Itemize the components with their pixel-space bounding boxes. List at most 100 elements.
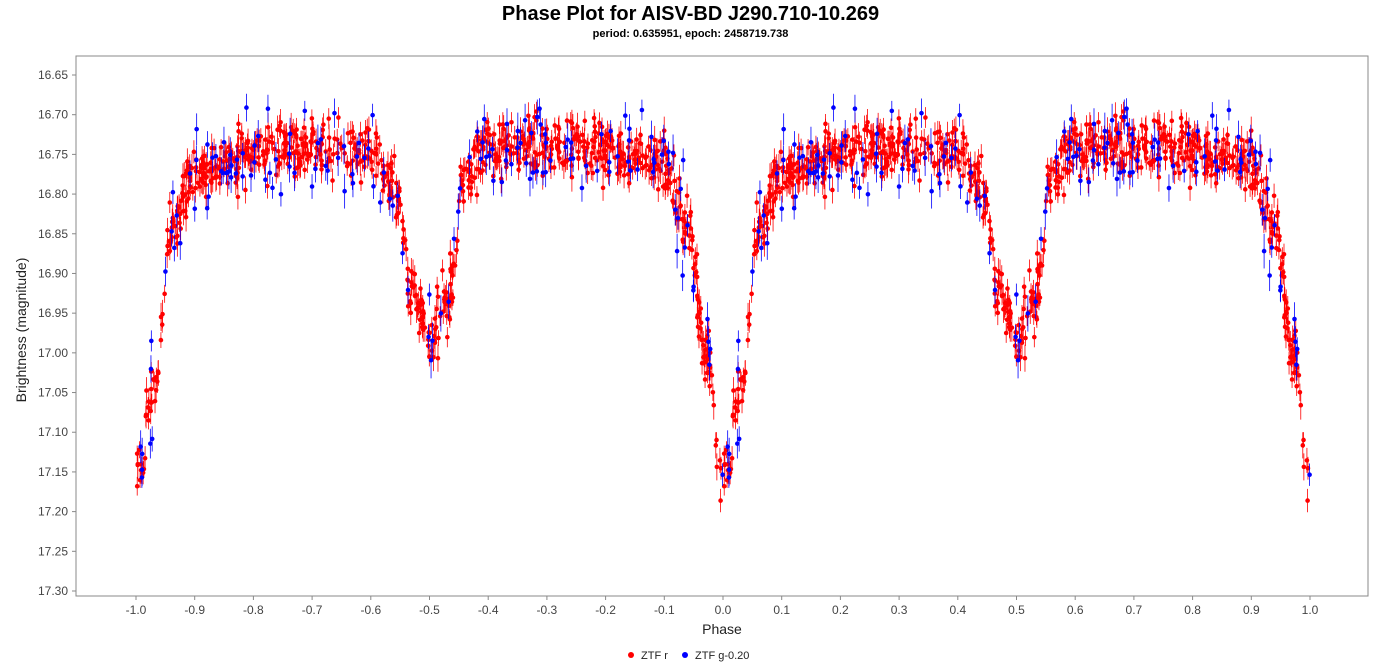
data-point — [148, 366, 154, 372]
data-point — [1167, 132, 1172, 138]
data-point — [1169, 118, 1175, 124]
data-point — [791, 161, 797, 167]
data-point — [1060, 146, 1066, 152]
data-point — [1021, 284, 1027, 290]
data-point — [1186, 156, 1192, 161]
x-tick-label: 0.6 — [1067, 603, 1084, 617]
data-point — [265, 106, 271, 112]
data-point — [833, 153, 839, 159]
data-point — [915, 158, 921, 164]
data-point — [194, 126, 199, 132]
data-point — [552, 123, 558, 128]
y-tick-label: 16.90 — [38, 266, 68, 280]
data-point — [1148, 162, 1154, 168]
data-point — [682, 245, 688, 250]
data-point — [134, 483, 140, 489]
x-axis-title: Phase — [702, 621, 742, 637]
data-point — [1272, 222, 1277, 228]
data-point — [862, 164, 868, 169]
data-point — [1203, 142, 1209, 147]
data-point — [945, 180, 951, 185]
data-point — [270, 185, 275, 191]
data-point — [393, 215, 399, 220]
data-point — [652, 137, 657, 143]
data-point — [509, 161, 514, 167]
data-point — [1027, 268, 1032, 273]
data-point — [677, 204, 683, 209]
data-point — [262, 158, 268, 163]
data-point — [473, 146, 479, 152]
data-point — [420, 321, 425, 326]
data-point — [243, 148, 248, 153]
data-point — [535, 114, 540, 120]
data-point — [1225, 160, 1230, 166]
data-point — [647, 165, 653, 170]
data-point — [191, 149, 197, 155]
data-point — [710, 389, 716, 395]
data-point — [697, 310, 702, 316]
data-point — [953, 127, 959, 132]
data-point — [409, 269, 414, 274]
data-point — [663, 171, 668, 177]
data-point — [211, 145, 217, 151]
data-point — [606, 159, 612, 165]
data-point — [711, 402, 717, 408]
data-point — [252, 160, 257, 165]
data-point — [796, 168, 802, 174]
data-point — [234, 157, 240, 162]
data-point — [1293, 339, 1298, 345]
data-point — [396, 210, 401, 216]
data-point — [374, 135, 380, 140]
data-point — [602, 167, 608, 173]
y-tick-label: 16.75 — [38, 147, 68, 161]
data-point — [177, 240, 183, 246]
data-point — [1007, 321, 1012, 326]
data-point — [1045, 164, 1050, 170]
data-point — [427, 292, 432, 297]
data-point — [492, 158, 498, 164]
data-point — [478, 170, 483, 176]
data-point — [460, 182, 466, 188]
data-point — [714, 437, 719, 443]
data-point — [1113, 113, 1118, 119]
x-tick-label: -0.6 — [360, 603, 381, 617]
data-point — [686, 233, 692, 238]
data-point — [149, 338, 154, 344]
data-point — [1157, 125, 1163, 131]
data-point — [733, 418, 738, 423]
data-point — [1033, 299, 1038, 305]
data-point — [1281, 274, 1287, 280]
data-point — [475, 129, 480, 134]
data-point — [1307, 472, 1312, 478]
data-point — [1036, 292, 1042, 297]
data-point — [1062, 129, 1067, 134]
data-point — [1110, 160, 1116, 166]
data-point — [1174, 161, 1180, 166]
data-point — [680, 239, 686, 245]
data-point — [265, 125, 271, 130]
data-point — [335, 155, 341, 161]
data-point — [575, 124, 580, 129]
data-point — [218, 144, 224, 150]
data-point — [355, 161, 360, 167]
data-point — [341, 143, 347, 149]
data-point — [1135, 152, 1141, 157]
data-point — [1223, 155, 1228, 160]
data-point — [1289, 377, 1295, 382]
data-point — [391, 153, 397, 159]
data-point — [792, 142, 797, 147]
data-point — [548, 152, 554, 157]
data-point — [694, 274, 700, 280]
data-point — [1130, 140, 1136, 146]
data-point — [1143, 124, 1148, 130]
data-point — [1250, 145, 1255, 150]
data-point — [839, 143, 844, 148]
data-point — [1003, 300, 1008, 306]
legend-marker-ztf-r — [628, 652, 634, 658]
y-tick-label: 16.80 — [38, 187, 68, 201]
data-point — [850, 137, 855, 142]
data-point — [813, 169, 819, 174]
data-point — [992, 277, 997, 283]
data-point — [852, 183, 857, 189]
data-point — [768, 208, 773, 214]
